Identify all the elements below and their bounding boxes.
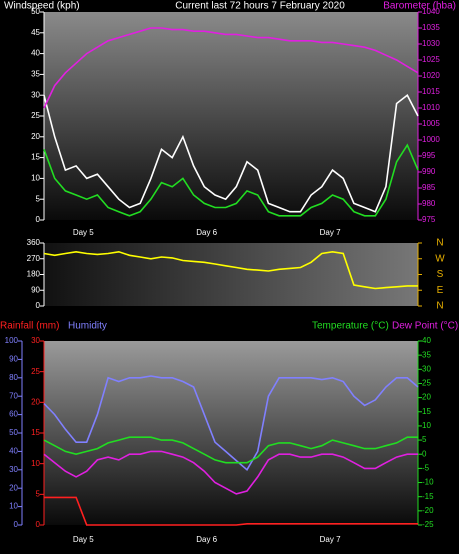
tick-label: 50 bbox=[31, 7, 40, 16]
tick-label: 1025 bbox=[422, 55, 440, 64]
tick-label: S bbox=[437, 269, 444, 280]
tick-label: 1015 bbox=[422, 87, 440, 96]
tick-label: 60 bbox=[9, 410, 18, 419]
tick-label: 35 bbox=[31, 70, 40, 79]
tick-label: 1005 bbox=[422, 119, 440, 128]
x-tick-label: Day 5 bbox=[73, 535, 94, 544]
tick-label: 1035 bbox=[422, 23, 440, 32]
tick-label: 0 bbox=[422, 449, 427, 458]
plot-area bbox=[44, 341, 418, 525]
x-tick-label: Day 6 bbox=[196, 228, 217, 237]
tick-label: 5 bbox=[422, 435, 427, 444]
tick-label: 10 bbox=[31, 459, 40, 468]
tick-label: N bbox=[436, 301, 443, 312]
series-line bbox=[43, 143, 419, 217]
tick-label: 5 bbox=[36, 489, 41, 498]
plot-area bbox=[44, 243, 418, 306]
tick-label: 70 bbox=[9, 391, 18, 400]
tick-label: 15 bbox=[31, 153, 40, 162]
tick-label: 50 bbox=[9, 428, 18, 437]
x-tick-label: Day 7 bbox=[320, 535, 341, 544]
tick-label: 45 bbox=[31, 28, 40, 37]
tick-label: 10 bbox=[31, 174, 40, 183]
tick-label: -25 bbox=[422, 520, 434, 529]
tick-label: 985 bbox=[422, 183, 436, 192]
legend-label: Temperature (°C) bbox=[312, 321, 389, 332]
tick-label: 15 bbox=[31, 428, 40, 437]
tick-label: E bbox=[437, 285, 444, 296]
tick-label: 1030 bbox=[422, 39, 440, 48]
series-line bbox=[43, 375, 419, 472]
tick-label: 20 bbox=[31, 397, 40, 406]
tick-label: -20 bbox=[422, 506, 434, 515]
tick-label: 975 bbox=[422, 215, 436, 224]
plot-area bbox=[44, 12, 418, 220]
tick-label: 1040 bbox=[422, 7, 440, 16]
x-tick-label: Day 6 bbox=[196, 535, 217, 544]
tick-label: 40 bbox=[31, 49, 40, 58]
tick-label: 30 bbox=[31, 336, 40, 345]
tick-label: -5 bbox=[422, 463, 430, 472]
tick-label: 980 bbox=[422, 199, 436, 208]
tick-label: 40 bbox=[422, 336, 431, 345]
series-line bbox=[44, 496, 418, 526]
tick-label: 20 bbox=[9, 483, 18, 492]
tick-label: 80 bbox=[9, 373, 18, 382]
tick-label: 100 bbox=[5, 336, 19, 345]
tick-label: 1000 bbox=[422, 135, 440, 144]
series-line bbox=[43, 27, 419, 109]
tick-label: 0 bbox=[36, 520, 41, 529]
x-tick-label: Day 5 bbox=[73, 228, 94, 237]
tick-label: 30 bbox=[31, 90, 40, 99]
tick-label: 35 bbox=[422, 350, 431, 359]
tick-label: 990 bbox=[422, 167, 436, 176]
tick-label: 40 bbox=[9, 447, 18, 456]
series-line bbox=[43, 93, 419, 213]
tick-label: 995 bbox=[422, 151, 436, 160]
series-line bbox=[43, 250, 418, 290]
tick-label: 270 bbox=[27, 254, 41, 263]
tick-label: 90 bbox=[9, 355, 18, 364]
tick-label: -10 bbox=[422, 478, 434, 487]
tick-label: 15 bbox=[422, 407, 431, 416]
tick-label: N bbox=[436, 238, 443, 249]
tick-label: 360 bbox=[27, 238, 41, 247]
tick-label: 0 bbox=[36, 301, 41, 310]
tick-label: 1010 bbox=[422, 103, 440, 112]
tick-label: 30 bbox=[422, 364, 431, 373]
tick-label: 5 bbox=[36, 194, 41, 203]
tick-label: W bbox=[435, 253, 445, 264]
series-line bbox=[43, 450, 418, 495]
tick-label: 20 bbox=[422, 393, 431, 402]
tick-label: 20 bbox=[31, 132, 40, 141]
x-tick-label: Day 7 bbox=[320, 228, 341, 237]
tick-label: 25 bbox=[422, 379, 431, 388]
legend-label: Humidity bbox=[68, 321, 107, 332]
chart-title: Current last 72 hours 7 February 2020 bbox=[175, 1, 345, 12]
y2-axis-label: Barometer (hba) bbox=[383, 1, 456, 12]
tick-label: 30 bbox=[9, 465, 18, 474]
tick-label: 25 bbox=[31, 367, 40, 376]
tick-label: 10 bbox=[9, 502, 18, 511]
tick-label: 0 bbox=[36, 215, 41, 224]
legend-label: Dew Point (°C) bbox=[392, 321, 458, 332]
tick-label: -15 bbox=[422, 492, 434, 501]
series-line bbox=[43, 436, 418, 464]
tick-label: 10 bbox=[422, 421, 431, 430]
y-axis-label: Windspeed (kph) bbox=[4, 1, 80, 12]
tick-label: 1020 bbox=[422, 71, 440, 80]
tick-label: 0 bbox=[14, 520, 19, 529]
tick-label: 90 bbox=[31, 285, 40, 294]
legend-label: Rainfall (mm) bbox=[0, 321, 59, 332]
tick-label: 25 bbox=[31, 111, 40, 120]
tick-label: 180 bbox=[27, 270, 41, 279]
